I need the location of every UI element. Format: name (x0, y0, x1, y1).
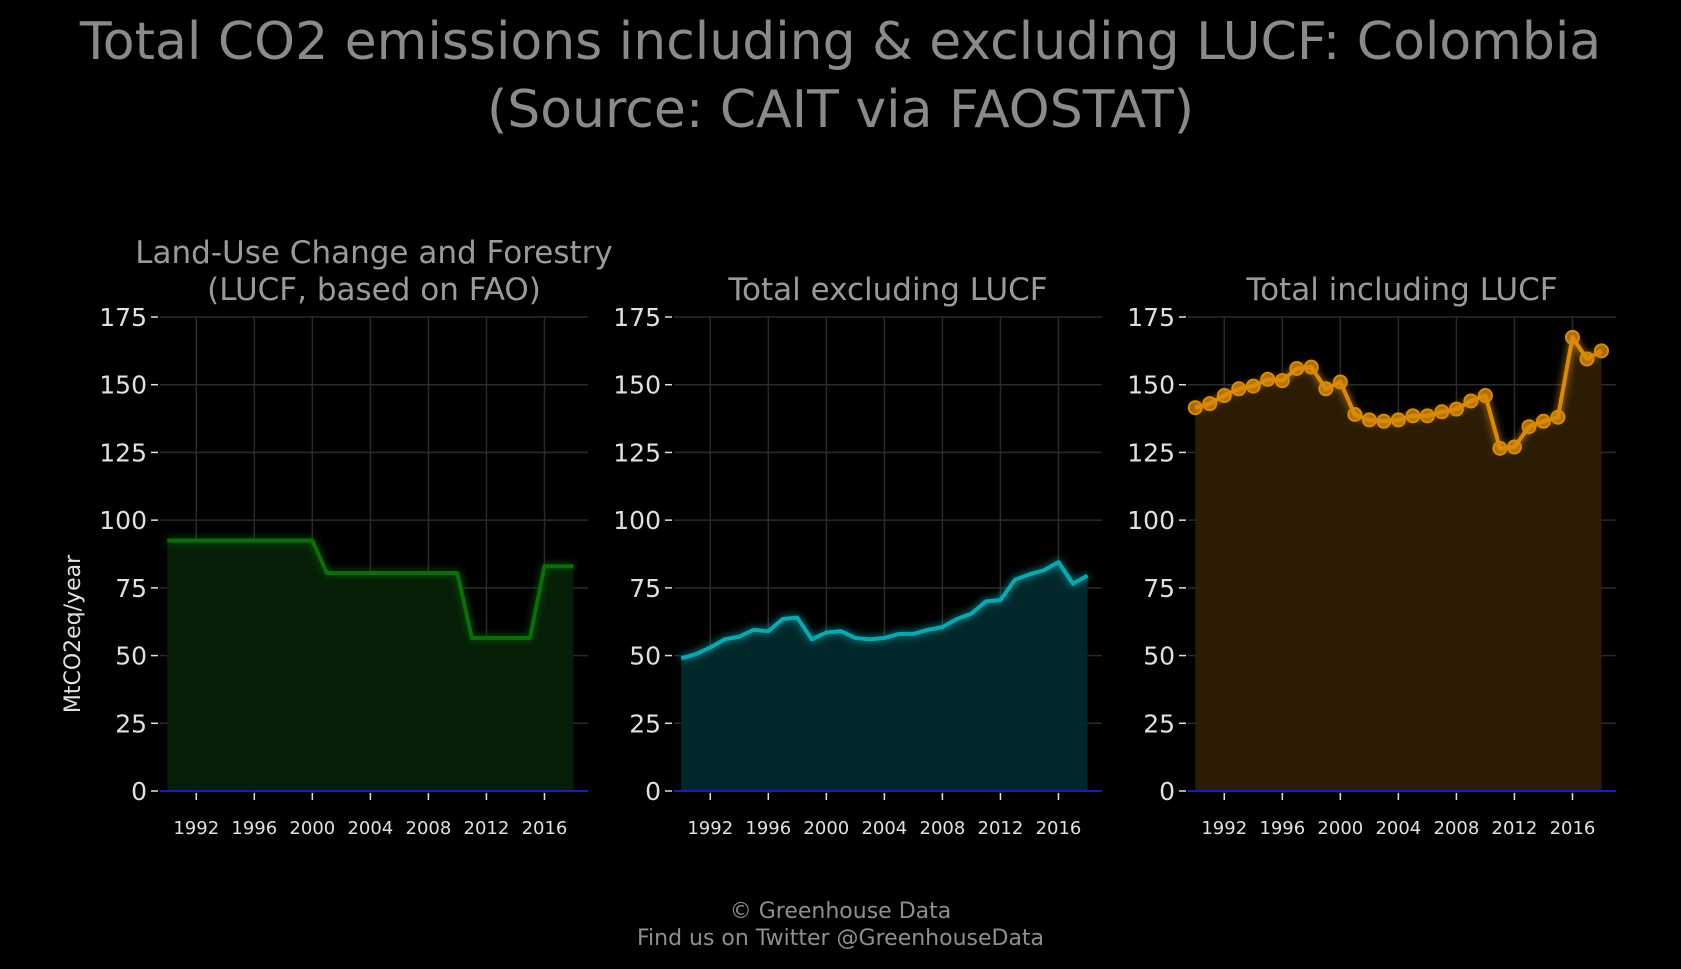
y-tick-label: 100 (99, 506, 147, 535)
data-point (1332, 374, 1348, 390)
y-axis-label: MtCO2eq/year (61, 554, 86, 713)
data-point (1535, 413, 1551, 429)
data-point (1274, 373, 1290, 389)
chart-title-line-1: Total CO2 emissions including & excludin… (79, 12, 1602, 72)
y-tick-label: 25 (115, 709, 147, 738)
y-tick-label: 150 (1127, 371, 1175, 400)
data-point (1477, 388, 1493, 404)
footer-twitter: Find us on Twitter @GreenhouseData (636, 926, 1045, 951)
data-point (1303, 359, 1319, 375)
series-line (680, 560, 1089, 661)
y-tick-label: 25 (629, 709, 661, 738)
data-point (1289, 360, 1305, 376)
x-tick-label: 1992 (173, 818, 219, 839)
y-tick-label: 0 (645, 777, 661, 806)
data-point (1390, 412, 1406, 428)
data-point (1405, 408, 1421, 424)
series-area-fill (167, 540, 574, 791)
data-point (1361, 412, 1377, 428)
data-point (1579, 351, 1595, 367)
footer: © Greenhouse Data Find us on Twitter @Gr… (0, 898, 1681, 952)
x-tick-label: 2000 (289, 818, 335, 839)
y-tick-label: 100 (613, 506, 661, 535)
data-point (1521, 419, 1537, 435)
x-tick-label: 1996 (745, 818, 791, 839)
chart-title-line-2: (Source: CAIT via FAOSTAT) (486, 80, 1195, 140)
data-point (1434, 404, 1450, 420)
data-point (1260, 371, 1276, 387)
y-tick-label: 175 (613, 303, 661, 332)
y-tick-label: 50 (629, 642, 661, 671)
y-tick-label: 75 (115, 574, 147, 603)
series-line (167, 538, 574, 640)
data-point (1550, 409, 1566, 425)
x-tick-label: 2004 (347, 818, 393, 839)
panel-title: Land-Use Change and Forestry (135, 235, 613, 271)
x-tick-label: 2004 (861, 818, 907, 839)
y-tick-label: 175 (1127, 303, 1175, 332)
x-tick-label: 2016 (522, 818, 568, 839)
footer-copyright: © Greenhouse Data (729, 899, 952, 924)
data-point (1376, 413, 1392, 429)
y-tick-label: 125 (1127, 438, 1175, 467)
data-point (1347, 407, 1363, 423)
data-point (1318, 381, 1334, 397)
x-tick-label: 2008 (920, 818, 966, 839)
data-point (1492, 440, 1508, 456)
data-point (1593, 343, 1609, 359)
x-tick-label: 1996 (1259, 818, 1305, 839)
x-tick-label: 1996 (231, 818, 277, 839)
data-point (1216, 388, 1232, 404)
y-tick-label: 125 (99, 438, 147, 467)
x-tick-label: 2008 (406, 818, 452, 839)
data-point (1245, 378, 1261, 394)
data-point (1506, 439, 1522, 455)
x-tick-label: 2016 (1550, 818, 1596, 839)
data-point (1448, 401, 1464, 417)
panel-title: (LUCF, based on FAO) (207, 272, 541, 308)
x-tick-label: 2016 (1036, 818, 1082, 839)
y-tick-label: 150 (99, 371, 147, 400)
data-point (1564, 329, 1580, 345)
data-point (1419, 408, 1435, 424)
panel-title: Total excluding LUCF (727, 272, 1047, 308)
x-tick-label: 2000 (1317, 818, 1363, 839)
data-point (1202, 396, 1218, 412)
panel-3: Total including LUCF 0 25 50 75 100 125 150 175 1… (1127, 272, 1616, 839)
y-tick-label: 100 (1127, 506, 1175, 535)
x-tick-label: 2000 (803, 818, 849, 839)
y-tick-label: 50 (1143, 642, 1175, 671)
x-tick-label: 1992 (687, 818, 733, 839)
x-tick-label: 2012 (1492, 818, 1538, 839)
y-tick-label: 150 (613, 371, 661, 400)
x-tick-label: 2012 (978, 818, 1024, 839)
y-tick-label: 75 (629, 574, 661, 603)
data-point (1231, 381, 1247, 397)
x-tick-label: 2008 (1434, 818, 1480, 839)
panel-2: Total excluding LUCF 0 25 50 75 100 125 150 175 1… (613, 272, 1102, 839)
y-tick-label: 0 (1159, 777, 1175, 806)
y-tick-label: 0 (131, 777, 147, 806)
y-tick-label: 25 (1143, 709, 1175, 738)
y-tick-label: 50 (115, 642, 147, 671)
data-point (1187, 400, 1203, 416)
y-tick-label: 125 (613, 438, 661, 467)
data-point (1463, 393, 1479, 409)
x-tick-label: 1992 (1201, 818, 1247, 839)
x-tick-label: 2004 (1375, 818, 1421, 839)
panel-1: Land-Use Change and Forestry(LUCF, based… (61, 235, 613, 839)
y-tick-label: 175 (99, 303, 147, 332)
y-tick-label: 75 (1143, 574, 1175, 603)
x-tick-label: 2012 (464, 818, 510, 839)
chart-title: Total CO2 emissions including & excludin… (0, 8, 1681, 144)
panel-title: Total including LUCF (1245, 272, 1557, 308)
